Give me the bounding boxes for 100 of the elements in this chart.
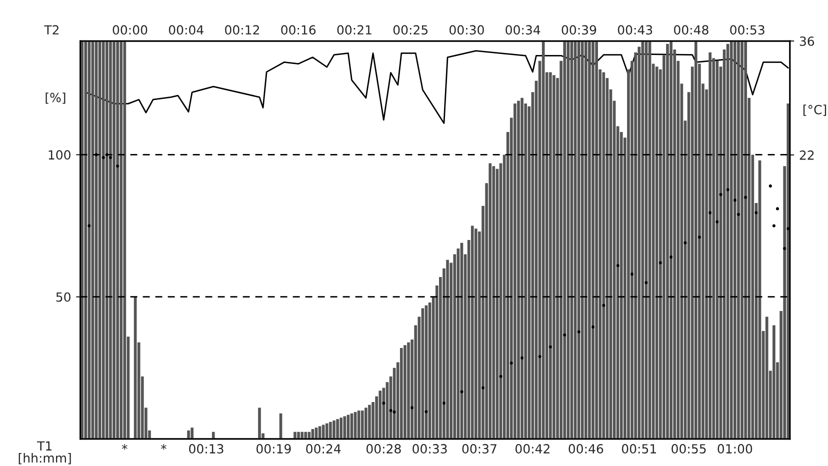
bar bbox=[102, 41, 105, 439]
bar bbox=[112, 41, 116, 439]
point bbox=[520, 356, 524, 360]
bar bbox=[655, 66, 658, 439]
point bbox=[658, 261, 662, 264]
point bbox=[616, 264, 620, 268]
bar bbox=[120, 41, 123, 439]
point bbox=[630, 272, 634, 276]
bar bbox=[514, 104, 516, 439]
text: 00:25 bbox=[393, 25, 428, 35]
bar bbox=[446, 260, 449, 439]
bar bbox=[88, 41, 91, 439]
bar bbox=[726, 44, 730, 439]
point bbox=[772, 224, 776, 228]
point bbox=[644, 281, 648, 284]
text: 00:30 bbox=[450, 25, 484, 35]
bar bbox=[744, 41, 747, 439]
point bbox=[105, 153, 108, 156]
point bbox=[460, 390, 464, 394]
point bbox=[744, 196, 748, 199]
bar bbox=[670, 41, 672, 439]
bar bbox=[470, 226, 474, 439]
x-tick-label: 00:24 bbox=[306, 444, 341, 454]
bar bbox=[666, 44, 669, 439]
bar bbox=[730, 41, 733, 439]
x-tick-label: * bbox=[122, 444, 128, 450]
point bbox=[410, 406, 414, 410]
bar bbox=[109, 41, 112, 439]
point bbox=[88, 224, 91, 228]
point bbox=[108, 156, 112, 160]
point bbox=[382, 402, 386, 405]
bar bbox=[300, 432, 304, 439]
bar bbox=[488, 163, 492, 439]
point bbox=[94, 153, 98, 156]
bar bbox=[404, 345, 406, 439]
x-tick-label: 00:55 bbox=[672, 444, 706, 454]
bar bbox=[772, 325, 776, 439]
bar bbox=[580, 41, 584, 439]
bar bbox=[329, 422, 332, 439]
y-tick-label: 50 bbox=[56, 292, 70, 302]
point bbox=[684, 241, 687, 244]
bar bbox=[460, 242, 464, 439]
bar bbox=[343, 416, 346, 439]
point bbox=[548, 345, 552, 348]
bar bbox=[740, 41, 744, 439]
point bbox=[424, 410, 428, 414]
bar bbox=[368, 404, 371, 439]
bar bbox=[294, 432, 296, 439]
bar bbox=[566, 41, 570, 439]
bar bbox=[517, 100, 520, 439]
text: 00:34 bbox=[506, 25, 540, 35]
text: 00:53 bbox=[730, 25, 764, 35]
bar bbox=[400, 348, 403, 439]
x-tick-label: 00:13 bbox=[189, 444, 224, 454]
text: 00:21 bbox=[337, 25, 372, 35]
point bbox=[776, 207, 780, 210]
point bbox=[726, 188, 730, 192]
x-tick-label: 00:42 bbox=[515, 444, 550, 454]
bar bbox=[336, 419, 339, 439]
bar bbox=[708, 52, 712, 439]
point bbox=[716, 220, 719, 224]
bar bbox=[734, 41, 736, 439]
bar bbox=[474, 228, 478, 439]
bar bbox=[737, 41, 740, 439]
bar bbox=[694, 41, 698, 439]
bar bbox=[588, 41, 591, 439]
bar bbox=[552, 75, 556, 439]
bar bbox=[584, 41, 588, 439]
x-tick-label: 00:46 bbox=[568, 444, 604, 454]
point bbox=[499, 374, 502, 378]
point bbox=[768, 184, 772, 188]
bar bbox=[492, 166, 496, 439]
bar bbox=[520, 98, 524, 439]
bar bbox=[106, 41, 108, 439]
bar bbox=[424, 305, 428, 439]
bar bbox=[94, 41, 98, 439]
bar bbox=[116, 41, 119, 439]
text: 00:39 bbox=[562, 25, 596, 35]
y2-tick-label: 22 bbox=[800, 150, 814, 160]
point bbox=[754, 211, 758, 214]
bar bbox=[563, 41, 566, 439]
bar bbox=[84, 41, 88, 439]
x-tick-label: * bbox=[160, 444, 166, 450]
bar bbox=[322, 424, 325, 439]
point bbox=[783, 246, 786, 250]
point bbox=[392, 410, 396, 414]
text: 00:43 bbox=[618, 25, 652, 35]
point bbox=[602, 304, 606, 307]
y2-tick-label: 36 bbox=[800, 36, 814, 46]
x-tick-label: 01:00 bbox=[718, 444, 752, 454]
bar bbox=[602, 72, 606, 439]
bar bbox=[577, 41, 580, 439]
bar bbox=[123, 41, 126, 439]
bar bbox=[308, 432, 311, 439]
text: 00:12 bbox=[225, 25, 259, 35]
bar bbox=[364, 408, 368, 439]
bar bbox=[407, 342, 410, 439]
text: 00:00 bbox=[112, 25, 148, 35]
point bbox=[698, 236, 701, 239]
bar bbox=[187, 430, 190, 439]
